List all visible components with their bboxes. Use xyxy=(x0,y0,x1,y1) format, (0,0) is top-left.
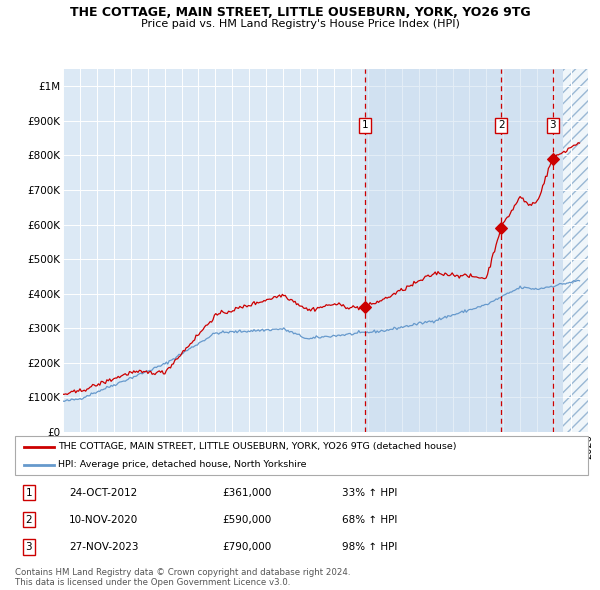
Text: 33% ↑ HPI: 33% ↑ HPI xyxy=(342,488,397,497)
Text: 2: 2 xyxy=(498,120,505,130)
Text: 2: 2 xyxy=(25,515,32,525)
Text: £590,000: £590,000 xyxy=(222,515,271,525)
Text: Contains HM Land Registry data © Crown copyright and database right 2024.
This d: Contains HM Land Registry data © Crown c… xyxy=(15,568,350,587)
Text: 3: 3 xyxy=(549,120,556,130)
Text: 68% ↑ HPI: 68% ↑ HPI xyxy=(342,515,397,525)
Text: 98% ↑ HPI: 98% ↑ HPI xyxy=(342,542,397,552)
Text: 10-NOV-2020: 10-NOV-2020 xyxy=(69,515,138,525)
Text: 3: 3 xyxy=(25,542,32,552)
Point xyxy=(360,303,370,312)
Point xyxy=(548,154,557,163)
Text: 1: 1 xyxy=(361,120,368,130)
Bar xyxy=(563,69,588,432)
Text: THE COTTAGE, MAIN STREET, LITTLE OUSEBURN, YORK, YO26 9TG: THE COTTAGE, MAIN STREET, LITTLE OUSEBUR… xyxy=(70,6,530,19)
Point xyxy=(496,223,506,232)
Text: 1: 1 xyxy=(25,488,32,497)
Text: £790,000: £790,000 xyxy=(222,542,271,552)
Bar xyxy=(563,69,588,432)
Text: Price paid vs. HM Land Registry's House Price Index (HPI): Price paid vs. HM Land Registry's House … xyxy=(140,19,460,29)
Text: 24-OCT-2012: 24-OCT-2012 xyxy=(69,488,137,497)
Text: 27-NOV-2023: 27-NOV-2023 xyxy=(69,542,139,552)
Text: HPI: Average price, detached house, North Yorkshire: HPI: Average price, detached house, Nort… xyxy=(58,460,307,469)
Text: THE COTTAGE, MAIN STREET, LITTLE OUSEBURN, YORK, YO26 9TG (detached house): THE COTTAGE, MAIN STREET, LITTLE OUSEBUR… xyxy=(58,442,457,451)
Bar xyxy=(365,69,563,432)
Text: £361,000: £361,000 xyxy=(222,488,271,497)
